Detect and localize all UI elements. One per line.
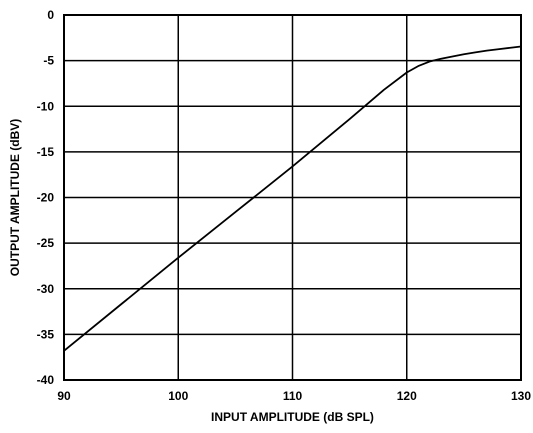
y-tick-label: 0 bbox=[47, 8, 54, 22]
plot-frame bbox=[63, 14, 522, 381]
series-layer bbox=[63, 45, 522, 352]
x-tick-label: 120 bbox=[397, 389, 417, 403]
y-tick-label: -20 bbox=[37, 191, 55, 205]
y-tick-label: -40 bbox=[37, 373, 55, 387]
y-tick-label: -15 bbox=[37, 145, 55, 159]
x-tick-label: 130 bbox=[511, 389, 531, 403]
y-tick-label: -35 bbox=[37, 327, 55, 341]
x-axis-title: INPUT AMPLITUDE (dB SPL) bbox=[211, 410, 374, 424]
y-tick-label: -30 bbox=[37, 282, 55, 296]
y-axis-title: OUTPUT AMPLITUDE (dBV) bbox=[8, 119, 22, 277]
y-tick-label: -10 bbox=[37, 99, 55, 113]
series-line bbox=[63, 45, 522, 352]
y-tick-label: -5 bbox=[43, 54, 54, 68]
x-tick-label: 110 bbox=[283, 389, 303, 403]
tick-labels: 90 100 110 120 130 0 -5 -10 -15 -20 -25 -30 -35 -40 bbox=[37, 8, 532, 403]
y-tick-label: -25 bbox=[37, 236, 55, 250]
x-tick-label: 90 bbox=[57, 389, 71, 403]
x-tick-label: 100 bbox=[168, 389, 188, 403]
